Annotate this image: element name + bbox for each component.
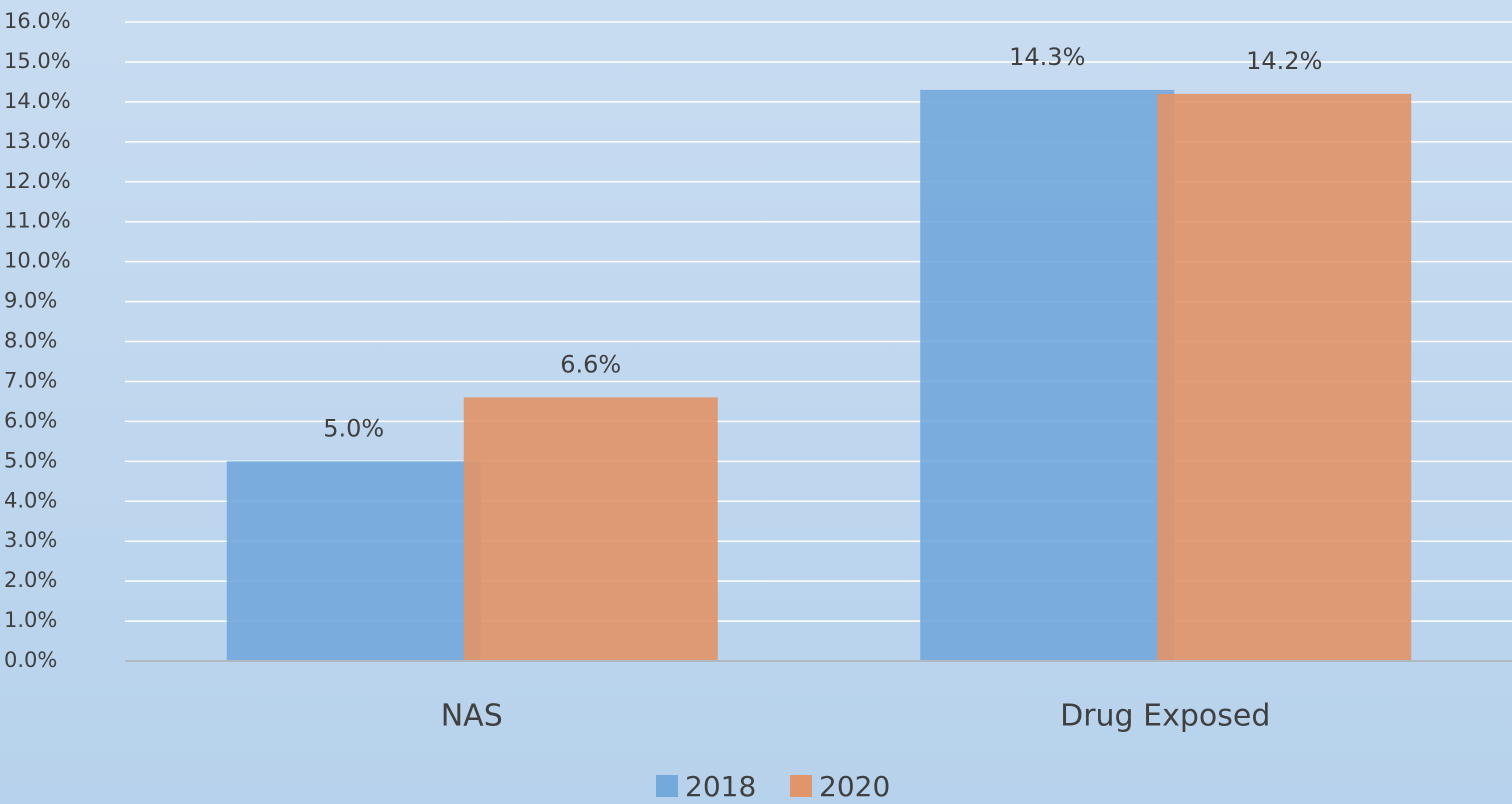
y-tick-label: 1.0%: [4, 608, 57, 632]
y-tick-label: 7.0%: [4, 368, 57, 392]
y-tick-label: 0.0%: [4, 648, 57, 672]
data-label: 14.3%: [1009, 43, 1085, 71]
y-tick-label: 15.0%: [4, 49, 71, 73]
y-tick-label: 2.0%: [4, 568, 57, 592]
y-tick-label: 3.0%: [4, 528, 57, 552]
legend-swatch: [790, 775, 812, 797]
legend-swatch: [656, 775, 678, 797]
y-tick-label: 16.0%: [4, 9, 71, 33]
data-label: 14.2%: [1246, 47, 1322, 75]
legend-label: 2020: [819, 770, 890, 803]
y-tick-label: 13.0%: [4, 129, 71, 153]
data-label: 6.6%: [560, 350, 621, 378]
bar: [463, 397, 718, 661]
y-tick-label: 9.0%: [4, 289, 57, 313]
y-tick-label: 5.0%: [4, 448, 57, 472]
y-tick-label: 8.0%: [4, 329, 57, 353]
bar: [920, 89, 1175, 662]
y-tick-label: 6.0%: [4, 408, 57, 432]
y-tick-label: 12.0%: [4, 169, 71, 193]
y-tick-label: 14.0%: [4, 89, 71, 113]
bar: [226, 461, 481, 661]
y-tick-label: 4.0%: [4, 488, 57, 512]
x-tick-label: Drug Exposed: [1060, 699, 1270, 734]
bar: [1157, 93, 1412, 661]
y-tick-label: 11.0%: [4, 209, 71, 233]
legend-label: 2018: [685, 770, 756, 803]
data-label: 5.0%: [323, 414, 384, 442]
x-tick-label: NAS: [441, 699, 503, 734]
y-tick-label: 10.0%: [4, 249, 71, 273]
